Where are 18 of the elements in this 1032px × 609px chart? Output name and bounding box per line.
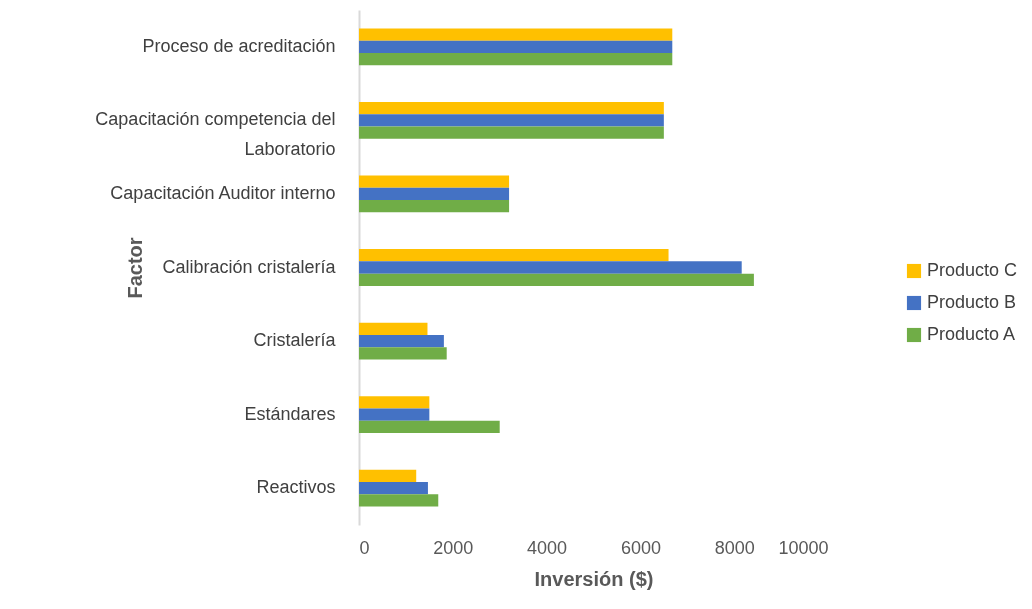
- y-axis-title: Factor: [123, 237, 146, 299]
- legend-label: Producto A: [927, 324, 1016, 344]
- y-tick-label: Capacitación competencia del Laboratorio: [95, 109, 336, 160]
- x-tick-label: 0: [359, 537, 370, 558]
- y-tick-label: Calibración cristalería: [162, 256, 337, 277]
- x-tick-label: 2000: [433, 537, 474, 558]
- y-tick-label: Proceso de acreditación: [142, 35, 336, 56]
- y-tick-label: Estándares: [244, 403, 336, 424]
- y-tick-label: Cristalería: [253, 330, 337, 351]
- x-tick-label: 10000: [778, 537, 829, 558]
- x-axis-title: Inversión ($): [534, 567, 654, 590]
- x-tick-label: 8000: [714, 537, 755, 558]
- legend-label: Producto C: [927, 260, 1018, 280]
- legend-label: Producto B: [927, 292, 1017, 312]
- x-tick-label: 6000: [620, 537, 661, 558]
- x-tick-label: 4000: [527, 537, 568, 558]
- y-tick-label: Capacitación Auditor interno: [110, 182, 336, 203]
- y-tick-label: Reactivos: [256, 477, 336, 498]
